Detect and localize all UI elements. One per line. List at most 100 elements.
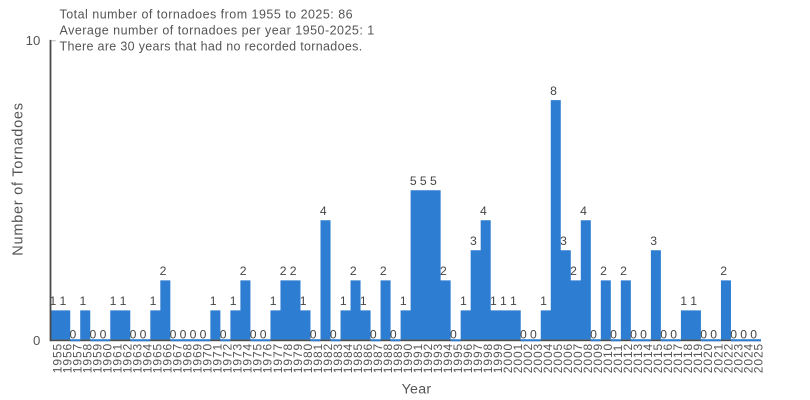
svg-text:0: 0 bbox=[530, 327, 537, 341]
svg-text:0: 0 bbox=[660, 327, 667, 341]
svg-text:0: 0 bbox=[700, 327, 707, 341]
svg-text:1956: 1956 bbox=[61, 343, 75, 373]
svg-text:1983: 1983 bbox=[331, 343, 345, 373]
svg-text:0: 0 bbox=[310, 327, 317, 341]
svg-text:1972: 1972 bbox=[221, 343, 235, 373]
svg-text:2018: 2018 bbox=[681, 343, 695, 373]
svg-text:1975: 1975 bbox=[251, 343, 265, 373]
svg-text:2: 2 bbox=[290, 264, 297, 278]
svg-text:2: 2 bbox=[280, 264, 287, 278]
svg-text:0: 0 bbox=[190, 327, 197, 341]
svg-text:5: 5 bbox=[430, 174, 437, 188]
svg-text:0: 0 bbox=[250, 327, 257, 341]
svg-text:1976: 1976 bbox=[261, 343, 275, 373]
svg-text:2: 2 bbox=[440, 264, 447, 278]
svg-text:0: 0 bbox=[640, 327, 647, 341]
svg-text:4: 4 bbox=[320, 204, 327, 218]
svg-text:1977: 1977 bbox=[271, 343, 285, 373]
svg-text:1961: 1961 bbox=[111, 343, 125, 373]
svg-text:2002: 2002 bbox=[521, 343, 535, 373]
svg-text:2: 2 bbox=[160, 264, 167, 278]
svg-text:2021: 2021 bbox=[711, 343, 725, 373]
svg-text:1978: 1978 bbox=[281, 343, 295, 373]
svg-text:1963: 1963 bbox=[131, 343, 145, 373]
svg-text:2: 2 bbox=[720, 264, 727, 278]
svg-text:0: 0 bbox=[750, 327, 757, 341]
svg-text:0: 0 bbox=[370, 327, 377, 341]
svg-text:1984: 1984 bbox=[341, 343, 355, 373]
svg-text:0: 0 bbox=[220, 327, 227, 341]
svg-text:1: 1 bbox=[230, 294, 237, 308]
svg-text:1981: 1981 bbox=[311, 343, 325, 373]
svg-text:1: 1 bbox=[300, 294, 307, 308]
svg-text:1970: 1970 bbox=[201, 343, 215, 373]
svg-text:1: 1 bbox=[510, 294, 517, 308]
svg-text:1: 1 bbox=[150, 294, 157, 308]
svg-text:2025: 2025 bbox=[751, 343, 765, 373]
svg-text:1: 1 bbox=[690, 294, 697, 308]
svg-text:1: 1 bbox=[340, 294, 347, 308]
svg-text:3: 3 bbox=[470, 234, 477, 248]
svg-text:1: 1 bbox=[500, 294, 507, 308]
svg-text:1982: 1982 bbox=[321, 343, 335, 373]
svg-text:0: 0 bbox=[740, 327, 747, 341]
svg-text:2000: 2000 bbox=[501, 343, 515, 373]
svg-text:3: 3 bbox=[650, 234, 657, 248]
svg-text:2007: 2007 bbox=[571, 343, 585, 373]
svg-text:There are 30 years that had no: There are 30 years that had no recorded … bbox=[60, 40, 363, 54]
svg-text:Number of Tornadoes: Number of Tornadoes bbox=[11, 102, 27, 255]
svg-text:1: 1 bbox=[360, 294, 367, 308]
svg-text:2: 2 bbox=[570, 264, 577, 278]
svg-text:2: 2 bbox=[380, 264, 387, 278]
svg-text:2006: 2006 bbox=[561, 343, 575, 373]
svg-text:2: 2 bbox=[240, 264, 247, 278]
svg-text:0: 0 bbox=[450, 327, 457, 341]
svg-text:1962: 1962 bbox=[121, 343, 135, 373]
svg-text:1965: 1965 bbox=[151, 343, 165, 373]
svg-text:2013: 2013 bbox=[631, 343, 645, 373]
svg-text:4: 4 bbox=[480, 204, 487, 218]
svg-text:2004: 2004 bbox=[541, 343, 555, 373]
svg-text:3: 3 bbox=[560, 234, 567, 248]
svg-text:1: 1 bbox=[270, 294, 277, 308]
svg-text:0: 0 bbox=[390, 327, 397, 341]
svg-text:2022: 2022 bbox=[721, 343, 735, 373]
svg-text:8: 8 bbox=[550, 84, 557, 98]
svg-text:2: 2 bbox=[350, 264, 357, 278]
svg-text:1988: 1988 bbox=[381, 343, 395, 373]
svg-text:2016: 2016 bbox=[661, 343, 675, 373]
svg-text:1969: 1969 bbox=[191, 343, 205, 373]
svg-text:1959: 1959 bbox=[91, 343, 105, 373]
svg-text:2: 2 bbox=[620, 264, 627, 278]
svg-text:1964: 1964 bbox=[141, 343, 155, 373]
svg-text:0: 0 bbox=[670, 327, 677, 341]
svg-text:1994: 1994 bbox=[441, 343, 455, 373]
svg-text:1986: 1986 bbox=[361, 343, 375, 373]
svg-text:0: 0 bbox=[130, 327, 137, 341]
svg-text:1: 1 bbox=[110, 294, 117, 308]
svg-text:1987: 1987 bbox=[371, 343, 385, 373]
svg-text:Total number of tornadoes from: Total number of tornadoes from 1955 to 2… bbox=[60, 7, 354, 21]
svg-text:1966: 1966 bbox=[161, 343, 175, 373]
svg-text:2008: 2008 bbox=[581, 343, 595, 373]
svg-text:1993: 1993 bbox=[431, 343, 445, 373]
svg-text:1: 1 bbox=[540, 294, 547, 308]
svg-text:1958: 1958 bbox=[81, 343, 95, 373]
svg-text:0: 0 bbox=[70, 327, 77, 341]
svg-text:1: 1 bbox=[120, 294, 127, 308]
svg-text:2012: 2012 bbox=[621, 343, 635, 373]
svg-text:2010: 2010 bbox=[601, 343, 615, 373]
svg-text:1995: 1995 bbox=[451, 343, 465, 373]
svg-text:5: 5 bbox=[420, 174, 427, 188]
svg-text:1968: 1968 bbox=[181, 343, 195, 373]
svg-text:1957: 1957 bbox=[71, 343, 85, 373]
svg-text:2009: 2009 bbox=[591, 343, 605, 373]
svg-text:1997: 1997 bbox=[471, 343, 485, 373]
svg-text:1990: 1990 bbox=[401, 343, 415, 373]
svg-text:1985: 1985 bbox=[351, 343, 365, 373]
svg-text:1960: 1960 bbox=[101, 343, 115, 373]
svg-text:2023: 2023 bbox=[731, 343, 745, 373]
svg-text:2015: 2015 bbox=[651, 343, 665, 373]
svg-text:2020: 2020 bbox=[701, 343, 715, 373]
svg-text:0: 0 bbox=[180, 327, 187, 341]
